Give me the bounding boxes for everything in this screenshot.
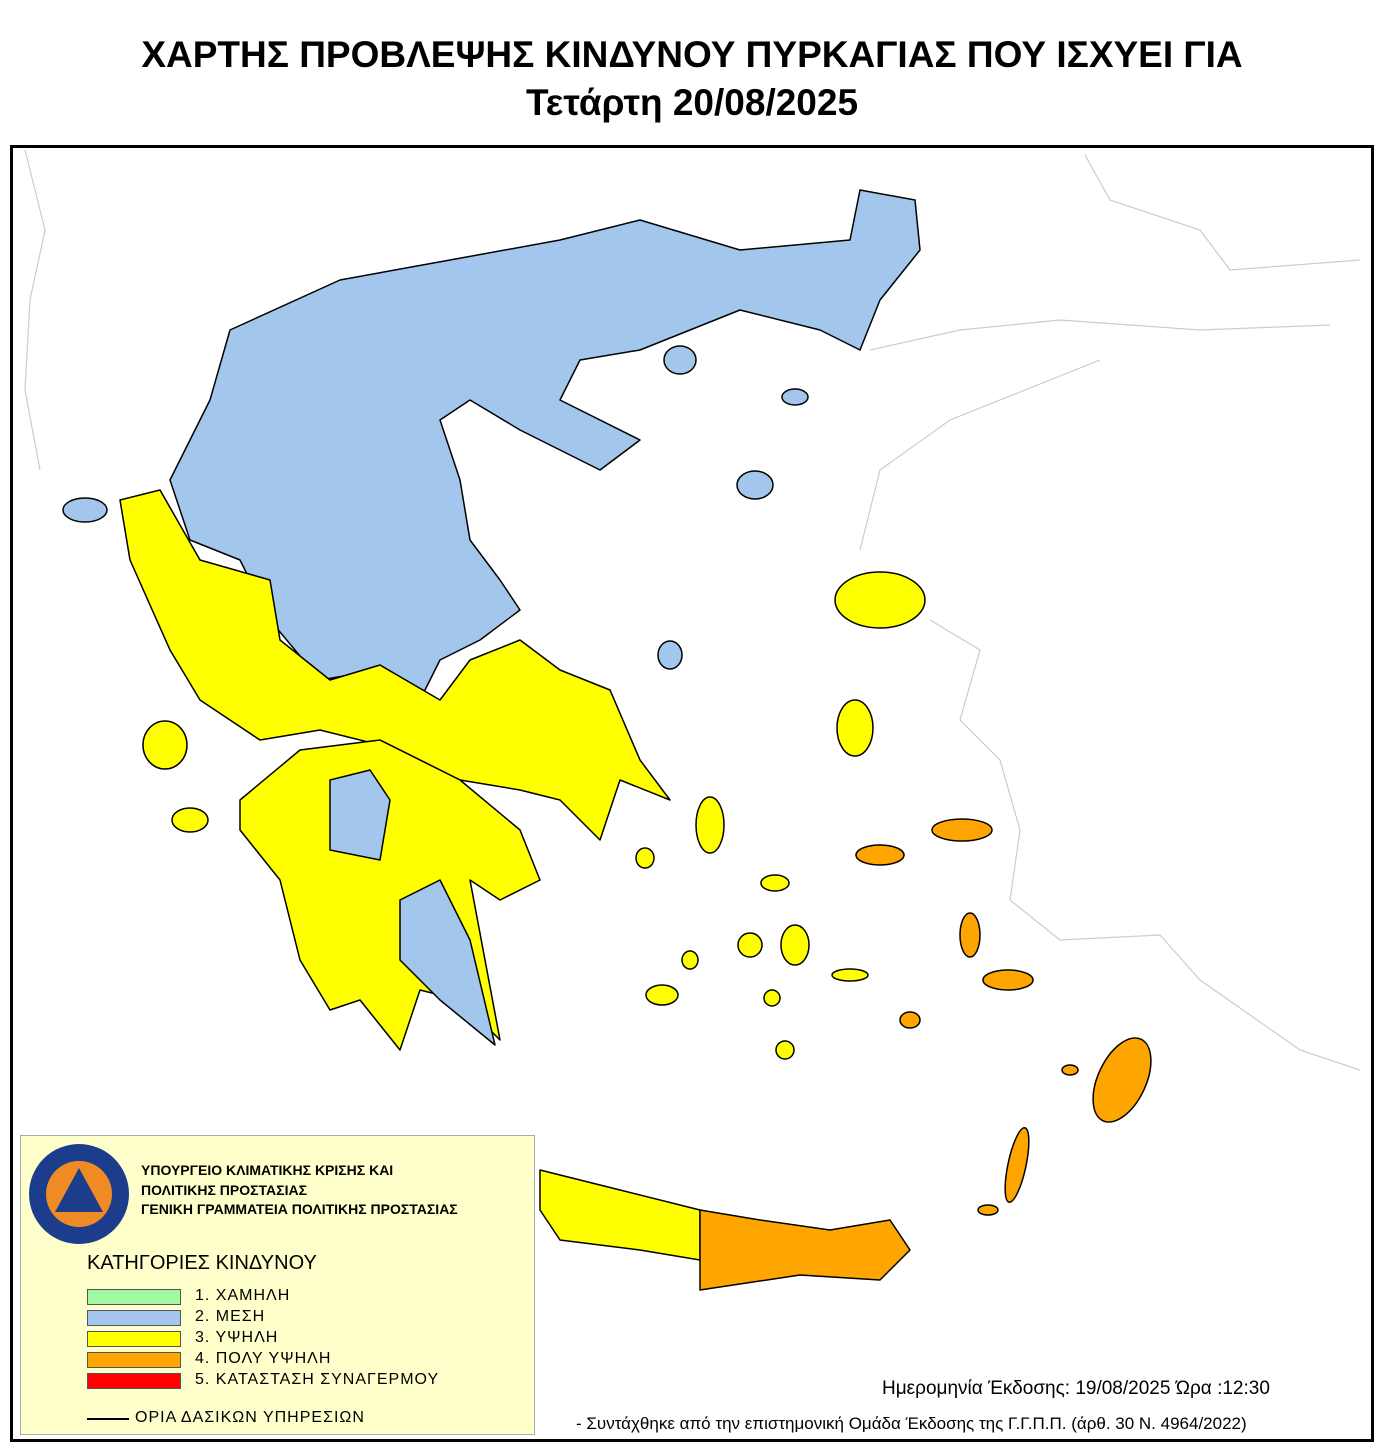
island-kea	[635, 847, 655, 869]
island-paros	[737, 932, 763, 958]
swatch-medium	[87, 1310, 181, 1326]
swatch-high	[87, 1331, 181, 1347]
island-astypalaia	[899, 1011, 921, 1029]
island-naxos	[780, 924, 810, 966]
swatch-very-high	[87, 1352, 181, 1368]
label-high: 3. ΥΨΗΛΗ	[195, 1329, 279, 1346]
swatch-alarm	[87, 1373, 181, 1389]
island-ikaria	[855, 844, 905, 866]
island-amorgos	[831, 968, 869, 982]
island-tilos	[1061, 1064, 1079, 1076]
label-very-high: 4. ΠΟΛΥ ΥΨΗΛΗ	[195, 1350, 332, 1367]
legend-title: ΚΑΤΗΓΟΡΙΕΣ ΚΙΝΔΥΝΟΥ	[87, 1252, 317, 1274]
credit-note: - Συντάχθηκε από την επιστημονική Ομάδα …	[576, 1414, 1247, 1433]
label-alarm: 5. ΚΑΤΑΣΤΑΣΗ ΣΥΝΑΓΕΡΜΟΥ	[195, 1371, 440, 1388]
island-santorini	[775, 1040, 795, 1060]
island-leros	[959, 912, 981, 958]
island-lesvos	[834, 571, 926, 629]
neighbor-coastlines	[24, 149, 1361, 1071]
island-karpathos	[1004, 1127, 1030, 1203]
island-corfu	[62, 497, 108, 523]
island-agios-efstratios	[657, 640, 683, 670]
island-andros	[695, 796, 725, 854]
map-date: Τετάρτη 20/08/2025	[525, 82, 859, 123]
island-milos	[645, 984, 679, 1006]
island-samothrace	[781, 388, 809, 406]
label-low: 1. ΧΑΜΗΛΗ	[195, 1287, 291, 1304]
org-line-1: ΥΠΟΥΡΓΕΙΟ ΚΛΙΜΑΤΙΚΗΣ ΚΡΙΣΗΣ ΚΑΙ	[141, 1162, 394, 1178]
island-zakynthos	[171, 807, 209, 833]
island-lemnos	[736, 470, 774, 500]
label-medium: 2. ΜΕΣΗ	[195, 1308, 266, 1325]
region-laconia-medium	[399, 879, 496, 1046]
region-west-crete-high	[539, 1169, 701, 1261]
island-mykonos	[760, 874, 790, 892]
island-kefalonia	[142, 720, 188, 770]
swatch-low	[87, 1289, 181, 1305]
legend: ΥΠΟΥΡΓΕΙΟ ΚΛΙΜΑΤΙΚΗΣ ΚΡΙΣΗΣ ΚΑΙ ΠΟΛΙΤΙΚΗ…	[20, 1135, 535, 1435]
island-samos	[931, 818, 993, 842]
island-kasos	[977, 1204, 999, 1216]
civil-protection-logo	[29, 1144, 129, 1244]
region-arcadia-medium	[329, 769, 391, 861]
org-line-2: ΠΟΛΙΤΙΚΗΣ ΠΡΟΣΤΑΣΙΑΣ	[141, 1182, 307, 1198]
island-rhodes	[1092, 1037, 1152, 1123]
region-east-crete-very-high	[699, 1209, 911, 1291]
island-serifos	[681, 950, 699, 970]
map-title: ΧΑΡΤΗΣ ΠΡΟΒΛΕΨΗΣ ΚΙΝΔΥΝΟΥ ΠΥΡΚΑΓΙΑΣ ΠΟΥ …	[141, 34, 1243, 75]
org-line-3: ΓΕΝΙΚΗ ΓΡΑΜΜΑΤΕΙΑ ΠΟΛΙΤΙΚΗΣ ΠΡΟΣΤΑΣΙΑΣ	[141, 1201, 458, 1217]
island-chios	[836, 699, 874, 757]
island-thasos	[663, 345, 697, 375]
region-west-central-high	[119, 489, 671, 841]
island-kos	[982, 969, 1034, 991]
map-frame	[10, 145, 1374, 1442]
boundary-label: ΟΡΙΑ ΔΑΣΙΚΩΝ ΥΠΗΡΕΣΙΩΝ	[135, 1409, 365, 1426]
issue-date: Ημερομηνία Έκδοσης: 19/08/2025 Ώρα :12:3…	[882, 1378, 1270, 1399]
boundary-line-symbol	[87, 1418, 129, 1420]
island-ios	[763, 989, 781, 1007]
